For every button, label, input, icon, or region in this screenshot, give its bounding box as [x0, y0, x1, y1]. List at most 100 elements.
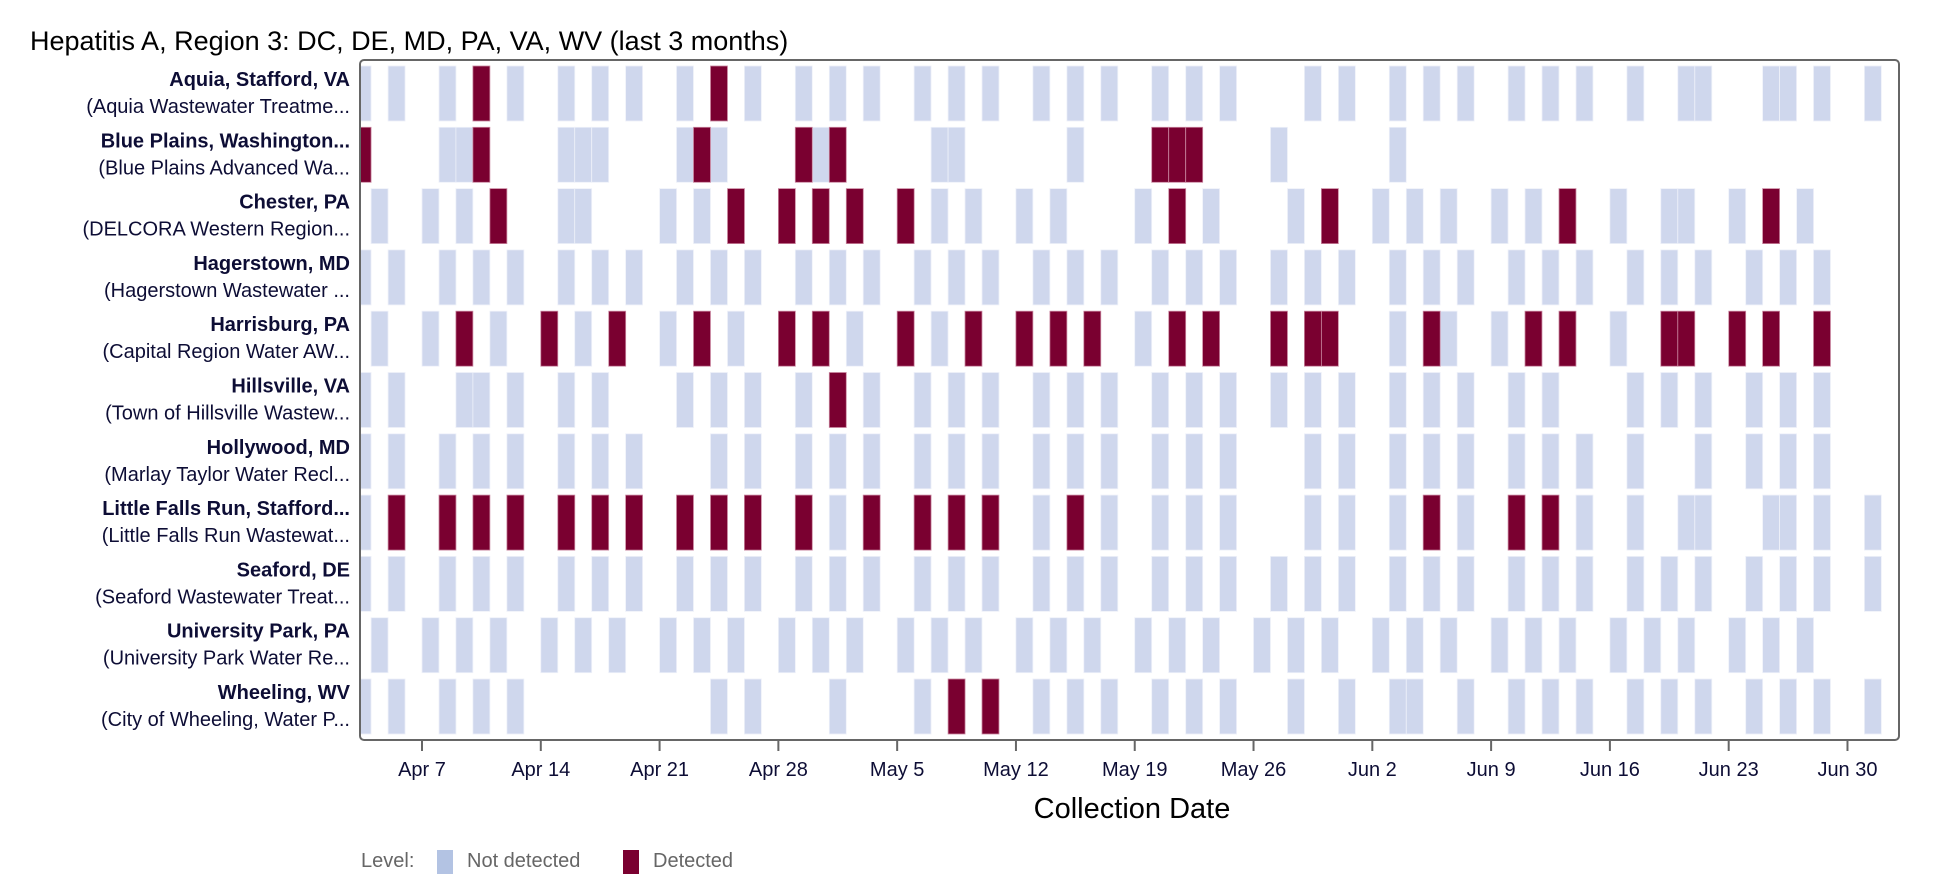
not-detected-bar[interactable]	[1049, 617, 1068, 674]
not-detected-bar[interactable]	[1626, 372, 1645, 428]
not-detected-bar[interactable]	[1609, 310, 1628, 367]
detected-bar[interactable]	[947, 678, 966, 735]
not-detected-bar[interactable]	[1100, 433, 1119, 490]
not-detected-bar[interactable]	[828, 494, 847, 551]
not-detected-bar[interactable]	[1745, 678, 1764, 735]
detected-bar[interactable]	[1015, 310, 1034, 367]
not-detected-bar[interactable]	[1626, 556, 1645, 612]
detected-bar[interactable]	[693, 126, 711, 183]
not-detected-bar[interactable]	[1779, 494, 1797, 551]
not-detected-bar[interactable]	[1422, 372, 1441, 428]
not-detected-bar[interactable]	[506, 249, 525, 306]
detected-bar[interactable]	[1728, 310, 1747, 367]
detected-bar[interactable]	[896, 310, 915, 367]
not-detected-bar[interactable]	[1405, 188, 1424, 245]
not-detected-bar[interactable]	[1134, 188, 1153, 245]
detected-bar[interactable]	[354, 126, 372, 183]
not-detected-bar[interactable]	[574, 188, 593, 245]
not-detected-bar[interactable]	[557, 372, 576, 428]
not-detected-bar[interactable]	[438, 65, 457, 122]
not-detected-bar[interactable]	[1015, 188, 1034, 245]
not-detected-bar[interactable]	[1304, 556, 1322, 612]
not-detected-bar[interactable]	[625, 433, 643, 490]
not-detected-bar[interactable]	[1185, 372, 1204, 428]
not-detected-bar[interactable]	[676, 65, 694, 122]
not-detected-bar[interactable]	[1813, 556, 1831, 612]
not-detected-bar[interactable]	[1270, 249, 1288, 306]
not-detected-bar[interactable]	[421, 617, 440, 674]
not-detected-bar[interactable]	[862, 372, 881, 428]
not-detected-bar[interactable]	[557, 188, 576, 245]
not-detected-bar[interactable]	[574, 126, 593, 183]
not-detected-bar[interactable]	[438, 433, 457, 490]
not-detected-bar[interactable]	[1185, 556, 1204, 612]
not-detected-bar[interactable]	[659, 617, 677, 674]
not-detected-bar[interactable]	[1575, 65, 1594, 122]
not-detected-bar[interactable]	[981, 372, 1000, 428]
not-detected-bar[interactable]	[1575, 249, 1594, 306]
detected-bar[interactable]	[896, 188, 915, 245]
not-detected-bar[interactable]	[438, 249, 457, 306]
not-detected-bar[interactable]	[1677, 188, 1696, 245]
not-detected-bar[interactable]	[1219, 372, 1237, 428]
not-detected-bar[interactable]	[1864, 678, 1882, 735]
not-detected-bar[interactable]	[557, 433, 576, 490]
not-detected-bar[interactable]	[947, 556, 966, 612]
not-detected-bar[interactable]	[1270, 372, 1288, 428]
not-detected-bar[interactable]	[1304, 249, 1322, 306]
not-detected-bar[interactable]	[1100, 556, 1119, 612]
not-detected-bar[interactable]	[710, 433, 728, 490]
not-detected-bar[interactable]	[1813, 494, 1831, 551]
not-detected-bar[interactable]	[1677, 494, 1696, 551]
not-detected-bar[interactable]	[1253, 617, 1271, 674]
detected-bar[interactable]	[1049, 310, 1068, 367]
not-detected-bar[interactable]	[1796, 617, 1814, 674]
not-detected-bar[interactable]	[557, 126, 576, 183]
not-detected-bar[interactable]	[1524, 617, 1543, 674]
not-detected-bar[interactable]	[1694, 372, 1713, 428]
not-detected-bar[interactable]	[574, 310, 593, 367]
not-detected-bar[interactable]	[1864, 494, 1882, 551]
not-detected-bar[interactable]	[828, 433, 847, 490]
not-detected-bar[interactable]	[1388, 126, 1407, 183]
not-detected-bar[interactable]	[1779, 372, 1797, 428]
not-detected-bar[interactable]	[1541, 433, 1560, 490]
not-detected-bar[interactable]	[981, 433, 1000, 490]
not-detected-bar[interactable]	[1694, 249, 1713, 306]
detected-bar[interactable]	[540, 310, 559, 367]
not-detected-bar[interactable]	[1864, 556, 1882, 612]
not-detected-bar[interactable]	[676, 556, 694, 612]
not-detected-bar[interactable]	[794, 372, 813, 428]
not-detected-bar[interactable]	[1507, 249, 1526, 306]
not-detected-bar[interactable]	[1660, 372, 1679, 428]
not-detected-bar[interactable]	[676, 372, 694, 428]
not-detected-bar[interactable]	[1338, 678, 1356, 735]
not-detected-bar[interactable]	[693, 617, 711, 674]
not-detected-bar[interactable]	[1388, 678, 1407, 735]
not-detected-bar[interactable]	[354, 65, 372, 122]
detected-bar[interactable]	[1066, 494, 1085, 551]
detected-bar[interactable]	[1660, 310, 1679, 367]
not-detected-bar[interactable]	[1032, 65, 1051, 122]
not-detected-bar[interactable]	[591, 556, 610, 612]
not-detected-bar[interactable]	[1456, 433, 1475, 490]
not-detected-bar[interactable]	[930, 310, 949, 367]
not-detected-bar[interactable]	[1388, 556, 1407, 612]
not-detected-bar[interactable]	[1779, 678, 1797, 735]
not-detected-bar[interactable]	[1287, 188, 1305, 245]
not-detected-bar[interactable]	[1779, 249, 1797, 306]
not-detected-bar[interactable]	[930, 188, 949, 245]
not-detected-bar[interactable]	[981, 65, 1000, 122]
not-detected-bar[interactable]	[1100, 372, 1119, 428]
not-detected-bar[interactable]	[1287, 617, 1305, 674]
not-detected-bar[interactable]	[1745, 249, 1764, 306]
not-detected-bar[interactable]	[387, 249, 406, 306]
not-detected-bar[interactable]	[1694, 433, 1713, 490]
not-detected-bar[interactable]	[354, 556, 372, 612]
detected-bar[interactable]	[1321, 310, 1339, 367]
not-detected-bar[interactable]	[947, 249, 966, 306]
detected-bar[interactable]	[778, 188, 796, 245]
not-detected-bar[interactable]	[659, 310, 677, 367]
not-detected-bar[interactable]	[472, 249, 491, 306]
not-detected-bar[interactable]	[1338, 65, 1356, 122]
